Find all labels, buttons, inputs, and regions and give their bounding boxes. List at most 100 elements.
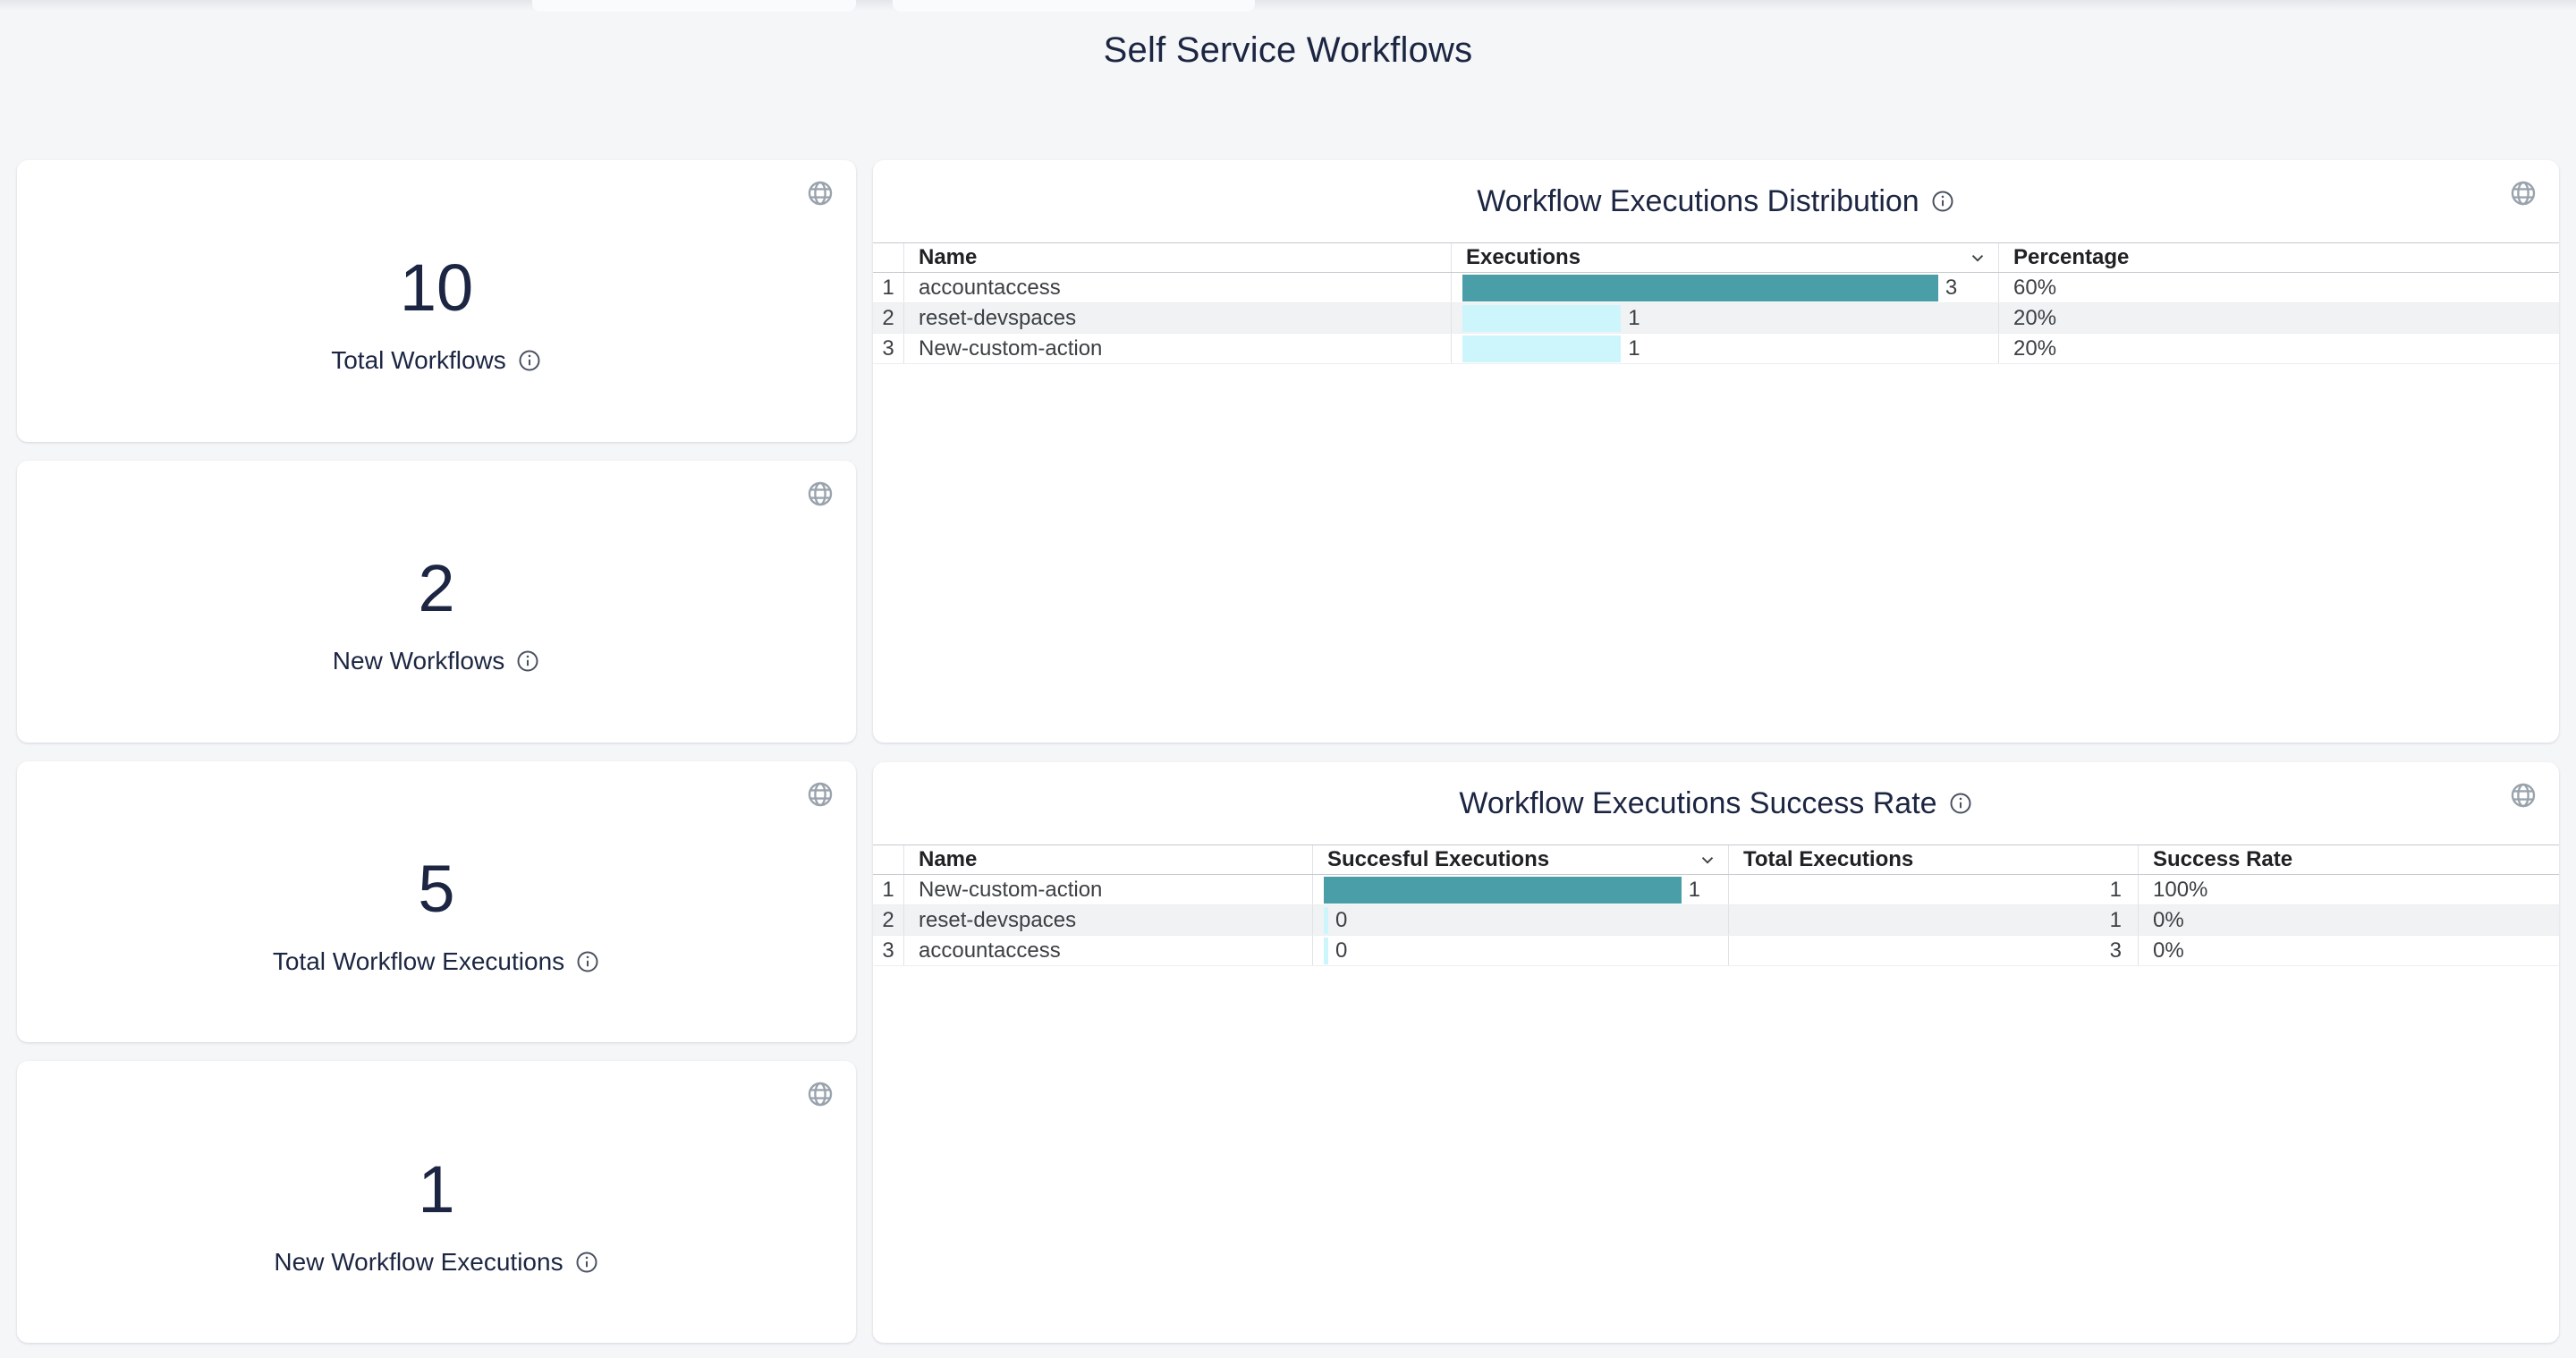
name-cell: reset-devspaces [903, 303, 1451, 333]
successful-executions-cell: 0 [1312, 905, 1728, 935]
stat-value: 10 [399, 250, 474, 326]
chevron-down-icon[interactable] [1968, 248, 1987, 267]
globe-icon[interactable] [2509, 179, 2538, 208]
card-title: Workflow Executions Distribution [1477, 183, 1919, 218]
stat-value: 2 [418, 551, 455, 626]
total-executions-cell: 1 [1728, 875, 2138, 904]
executions-column-header: Executions [1451, 243, 1998, 272]
workflow-executions-distribution-card: Workflow Executions Distribution Name Ex… [873, 160, 2559, 743]
card-title-row: Workflow Executions Distribution [873, 160, 2559, 219]
globe-icon[interactable] [806, 480, 835, 508]
name-cell: accountaccess [903, 273, 1451, 302]
row-index: 2 [882, 907, 894, 932]
success-rate-cell: 0% [2138, 905, 2559, 935]
stat-card-new-workflow-executions: 1 New Workflow Executions [17, 1061, 856, 1343]
stat-card-total-workflows: 10 Total Workflows [17, 160, 856, 442]
successful-executions-cell: 1 [1312, 875, 1728, 904]
stat-card-new-workflows: 2 New Workflows [17, 460, 856, 743]
table-card-column: Workflow Executions Distribution Name Ex… [873, 160, 2559, 1343]
stat-label-row: Total Workflow Executions [273, 944, 600, 980]
success-rate-cell: 0% [2138, 936, 2559, 965]
percentage-column-header: Percentage [1998, 243, 2559, 272]
successful-executions-cell: 0 [1312, 936, 1728, 965]
name-column-header: Name [903, 243, 1451, 272]
executions-cell: 1 [1451, 303, 1998, 333]
page-title: Self Service Workflows [1103, 30, 1473, 70]
percentage-cell: 20% [1998, 334, 2559, 363]
row-index: 1 [882, 275, 894, 300]
row-index: 2 [882, 305, 894, 330]
info-icon[interactable] [1930, 189, 1955, 214]
success-rate-table: Name Succesful Executions Total Executio… [873, 845, 2559, 966]
globe-icon[interactable] [2509, 781, 2538, 810]
globe-icon[interactable] [806, 1080, 835, 1108]
execution-bar [1324, 937, 1328, 964]
globe-icon[interactable] [806, 179, 835, 208]
card-title: Workflow Executions Success Rate [1459, 785, 1937, 820]
execution-bar [1462, 335, 1622, 362]
table-row: 1 accountaccess 3 60% [873, 273, 2559, 303]
info-icon[interactable] [515, 649, 540, 674]
stat-value: 1 [418, 1151, 455, 1226]
row-index: 3 [882, 938, 894, 963]
info-icon[interactable] [574, 1250, 599, 1275]
stat-label-row: New Workflow Executions [274, 1244, 598, 1280]
table-row: 3 New-custom-action 1 20% [873, 334, 2559, 364]
bar-value: 0 [1335, 938, 1348, 963]
stat-label-row: Total Workflows [331, 343, 542, 378]
table-row: 3 accountaccess 0 3 0% [873, 936, 2559, 966]
bar-value: 0 [1335, 907, 1348, 932]
name-cell: accountaccess [903, 936, 1312, 965]
successful-executions-column-header: Succesful Executions [1312, 845, 1728, 874]
stat-value: 5 [418, 851, 455, 926]
table-header-row: Name Succesful Executions Total Executio… [873, 845, 2559, 875]
dashboard-layout: 10 Total Workflows 2 New Workflows [17, 160, 2559, 1343]
success-rate-column-header: Success Rate [2138, 845, 2559, 874]
table-row: 2 reset-devspaces 1 20% [873, 303, 2559, 334]
scrolled-element-edge [532, 0, 856, 12]
execution-bar [1462, 274, 1938, 301]
table-row: 1 New-custom-action 1 1 100% [873, 875, 2559, 905]
success-rate-cell: 100% [2138, 875, 2559, 904]
stat-label: Total Workflow Executions [272, 946, 565, 975]
chevron-down-icon[interactable] [1698, 850, 1717, 870]
execution-bar [1324, 906, 1328, 934]
workflow-executions-success-rate-card: Workflow Executions Success Rate Name Su… [873, 762, 2559, 1343]
executions-cell: 1 [1451, 334, 1998, 363]
executions-cell: 3 [1451, 273, 1998, 302]
name-cell: New-custom-action [903, 875, 1312, 904]
percentage-cell: 60% [1998, 273, 2559, 302]
execution-bar [1324, 876, 1682, 904]
percentage-cell: 20% [1998, 303, 2559, 333]
card-title-row: Workflow Executions Success Rate [873, 762, 2559, 821]
bar-value: 3 [1945, 275, 1958, 300]
top-scroll-shadow [0, 0, 2576, 11]
total-executions-cell: 3 [1728, 936, 2138, 965]
total-executions-column-header: Total Executions [1728, 845, 2138, 874]
stat-label: New Workflow Executions [274, 1247, 564, 1276]
info-icon[interactable] [1948, 791, 1973, 816]
distribution-table: Name Executions Percentage 1 accountacce… [873, 242, 2559, 364]
bar-value: 1 [1628, 335, 1640, 361]
stat-label: New Workflows [332, 647, 505, 675]
stat-card-column: 10 Total Workflows 2 New Workflows [17, 160, 856, 1343]
total-executions-cell: 1 [1728, 905, 2138, 935]
execution-bar [1462, 304, 1622, 332]
row-index: 3 [882, 335, 894, 361]
name-column-header: Name [903, 845, 1312, 874]
globe-icon[interactable] [806, 780, 835, 809]
table-row: 2 reset-devspaces 0 1 0% [873, 905, 2559, 936]
name-cell: New-custom-action [903, 334, 1451, 363]
row-index: 1 [882, 877, 894, 902]
stat-card-total-workflow-executions: 5 Total Workflow Executions [17, 760, 856, 1043]
bar-value: 1 [1688, 877, 1700, 902]
stat-label: Total Workflows [331, 346, 506, 375]
stat-label-row: New Workflows [333, 643, 540, 679]
bar-value: 1 [1628, 305, 1640, 330]
scrolled-element-edge [893, 0, 1255, 12]
info-icon[interactable] [575, 949, 600, 974]
table-header-row: Name Executions Percentage [873, 242, 2559, 273]
info-icon[interactable] [517, 348, 542, 373]
index-column-header [873, 243, 903, 272]
name-cell: reset-devspaces [903, 905, 1312, 935]
